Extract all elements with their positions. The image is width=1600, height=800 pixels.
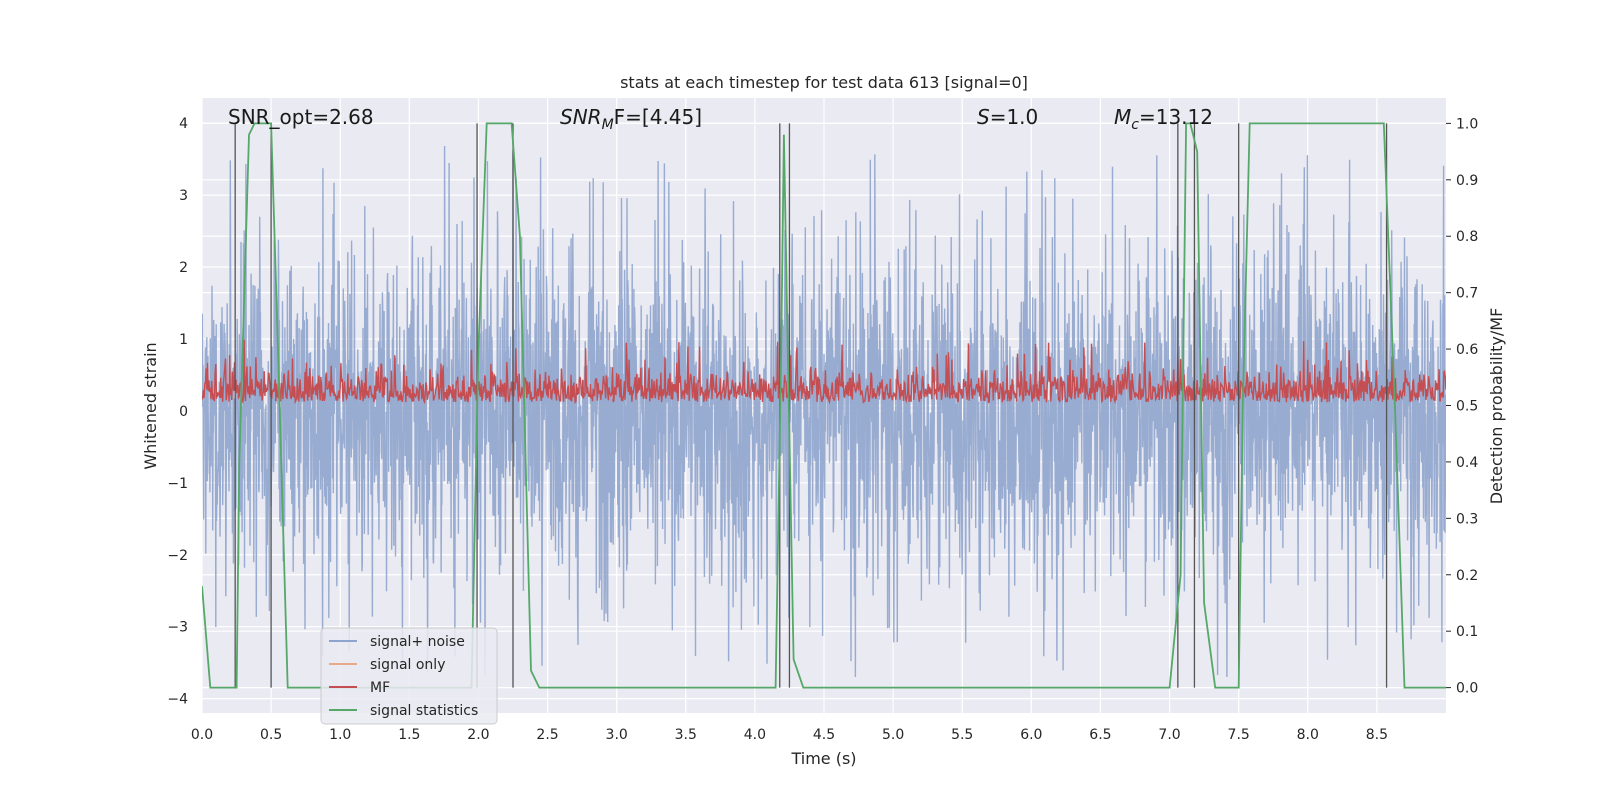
x-axis-label: Time (s)	[790, 749, 856, 768]
annotation-mc: Mc=13.12	[1114, 105, 1213, 133]
x-tick-label: 8.5	[1366, 727, 1388, 743]
legend-label-mf: MF	[370, 680, 390, 696]
x-tick-label: 3.5	[675, 727, 697, 743]
y-right-tick-label: 0.9	[1456, 173, 1478, 189]
x-tick-label: 1.0	[329, 727, 351, 743]
y-right-axis-ticks: 0.0 0.1 0.2 0.3 0.4 0.5 0.6 0.7 0.8 0.9 1.0	[1446, 116, 1478, 697]
x-tick-label: 1.5	[398, 727, 420, 743]
annotation-s: S=1.0	[977, 105, 1038, 129]
legend-box	[320, 627, 498, 725]
legend-label-signal-statistics: signal statistics	[370, 703, 478, 719]
x-tick-label: 2.5	[536, 727, 558, 743]
annotation-snr-mf: SNRMF=[4.45]	[560, 105, 702, 133]
x-tick-label: 6.0	[1020, 727, 1042, 743]
x-tick-label: 5.0	[882, 727, 904, 743]
x-tick-label: 7.0	[1158, 727, 1180, 743]
y-right-tick-label: 0.8	[1456, 229, 1478, 245]
x-tick-label: 8.0	[1297, 727, 1319, 743]
x-tick-label: 0.5	[260, 727, 282, 743]
y-right-tick-label: 0.5	[1456, 399, 1478, 415]
y-left-tick-label: −4	[167, 692, 188, 708]
y-left-tick-label: 3	[179, 188, 188, 204]
x-tick-label: 4.5	[813, 727, 835, 743]
x-tick-label: 5.5	[951, 727, 973, 743]
y-left-tick-label: 1	[179, 332, 188, 348]
series-signal-statistics-line	[202, 122, 1446, 689]
y-right-tick-label: 0.4	[1456, 455, 1478, 471]
x-tick-label: 7.5	[1228, 727, 1250, 743]
legend-label-signal-noise: signal+ noise	[370, 634, 465, 650]
x-tick-label: 0.0	[191, 727, 213, 743]
x-tick-label: 4.0	[744, 727, 766, 743]
y-right-tick-label: 0.1	[1456, 624, 1478, 640]
legend-label-signal-only: signal only	[370, 657, 445, 673]
y-left-axis-ticks: −4 −3 −2 −1 0 1 2 3 4	[167, 116, 188, 707]
y-right-axis-label: Detection probability/MF	[1487, 308, 1506, 505]
x-tick-label: 6.5	[1089, 727, 1111, 743]
x-axis-ticks: 0.0 0.5 1.0 1.5 2.0 2.5 3.0 3.5 4.0 4.5 5.0 5.5 6.0 6…	[191, 727, 1388, 743]
y-left-tick-label: −1	[167, 476, 188, 492]
y-right-tick-label: 0.6	[1456, 342, 1478, 358]
y-left-tick-label: −2	[167, 548, 188, 564]
y-right-tick-label: 0.2	[1456, 568, 1478, 584]
y-left-tick-label: 2	[179, 260, 188, 276]
y-left-tick-label: −3	[167, 620, 188, 636]
y-right-tick-label: 0.3	[1456, 511, 1478, 527]
x-tick-label: 3.0	[606, 727, 628, 743]
x-tick-label: 2.0	[467, 727, 489, 743]
y-right-tick-label: 0.0	[1456, 681, 1478, 697]
y-left-tick-label: 0	[179, 404, 188, 420]
plot-marks	[202, 122, 1446, 689]
y-right-tick-label: 1.0	[1456, 116, 1478, 132]
y-left-tick-label: 4	[179, 116, 188, 132]
annotation-snr-opt: SNR_opt=2.68	[228, 105, 374, 129]
legend: signal+ noise signal only MF signal stat…	[320, 627, 498, 725]
chart-title: stats at each timestep for test data 613…	[620, 73, 1028, 92]
y-left-axis-label: Whitened strain	[141, 342, 160, 469]
y-right-tick-label: 0.7	[1456, 286, 1478, 302]
